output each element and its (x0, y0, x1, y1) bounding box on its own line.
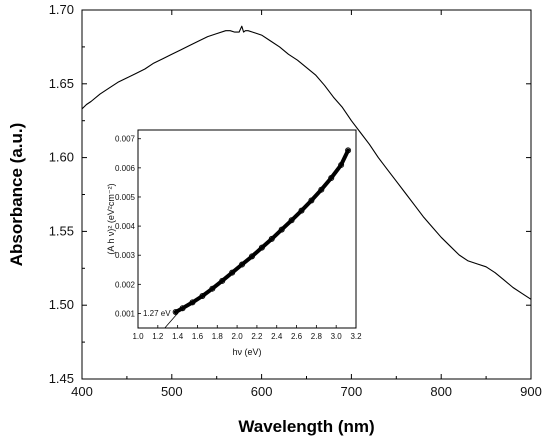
inset-data-point (288, 217, 295, 224)
inset-data-point (209, 285, 216, 292)
y-axis-title: Absorbance (a.u.) (7, 123, 26, 267)
y-tick-label: 1.50 (49, 297, 74, 312)
inset-y-tick-label: 0.006 (115, 164, 136, 173)
y-tick-label: 1.45 (49, 371, 74, 386)
inset-frame (137, 129, 357, 329)
y-tick-label: 1.60 (49, 150, 74, 165)
inset-x-axis-title: hν (eV) (232, 347, 261, 357)
inset-x-tick-label: 3.2 (350, 332, 362, 341)
inset-data-point (189, 299, 196, 306)
inset-y-tick-label: 0.001 (115, 309, 136, 318)
inset-data-point (248, 253, 255, 260)
inset-data-point (199, 292, 206, 299)
inset-x-tick-label: 2.4 (271, 332, 283, 341)
x-tick-label: 400 (71, 384, 93, 399)
y-tick-label: 1.70 (49, 2, 74, 17)
inset-data-point (345, 147, 352, 154)
x-tick-label: 900 (520, 384, 542, 399)
y-tick-label: 1.55 (49, 223, 74, 238)
inset-y-tick-label: 0.002 (115, 280, 136, 289)
inset-x-tick-label: 1.4 (172, 332, 184, 341)
inset-y-axis-title: (A h ν)² (eV²cm⁻²) (106, 183, 116, 254)
inset-data-point (239, 261, 246, 268)
inset-data-point (298, 207, 305, 214)
inset-data-point (229, 269, 236, 276)
inset-data-point (308, 197, 315, 204)
inset-x-tick-label: 1.0 (132, 332, 144, 341)
inset-data-point (268, 235, 275, 242)
inset-x-tick-label: 1.6 (192, 332, 204, 341)
inset-y-tick-label: 0.004 (115, 222, 136, 231)
x-tick-label: 700 (341, 384, 363, 399)
x-tick-label: 600 (251, 384, 273, 399)
inset-data-point (338, 161, 345, 168)
inset-tauc-curve (173, 148, 351, 314)
main-plot: 400 500 600 700 800 900 1.45 1.50 1.55 1.60 1.65 1.… (7, 2, 542, 436)
inset-x-tick-label: 2.8 (311, 332, 323, 341)
inset-plot: 1.0 1.2 1.4 1.6 1.8 2.0 2.2 2.4 2.6 2.8 3.0 3.2 0.00… (106, 129, 362, 357)
x-tick-label: 800 (430, 384, 452, 399)
inset-x-tick-label: 2.2 (251, 332, 263, 341)
x-axis-title: Wavelength (nm) (238, 417, 374, 436)
x-tick-label: 500 (161, 384, 183, 399)
inset-y-tick-label: 0.003 (115, 251, 136, 260)
inset-data-point (258, 244, 265, 251)
inset-x-tick-label: 1.8 (212, 332, 224, 341)
inset-x-tick-label: 3.0 (331, 332, 343, 341)
inset-data-point (172, 308, 179, 315)
inset-x-tick-label: 1.2 (152, 332, 164, 341)
inset-data-point (318, 186, 325, 193)
inset-y-tick-label: 0.007 (115, 135, 136, 144)
inset-data-point (219, 277, 226, 284)
y-tick-label: 1.65 (49, 76, 74, 91)
inset-bandgap-annotation: 1.27 eV (143, 309, 171, 318)
inset-data-point (179, 305, 186, 312)
absorbance-series-line (81, 25, 532, 300)
inset-data-point (278, 226, 285, 233)
inset-x-tick-label: 2.6 (291, 332, 303, 341)
inset-data-point (328, 175, 335, 182)
inset-y-tick-label: 0.005 (115, 193, 136, 202)
inset-x-tick-label: 2.0 (232, 332, 244, 341)
